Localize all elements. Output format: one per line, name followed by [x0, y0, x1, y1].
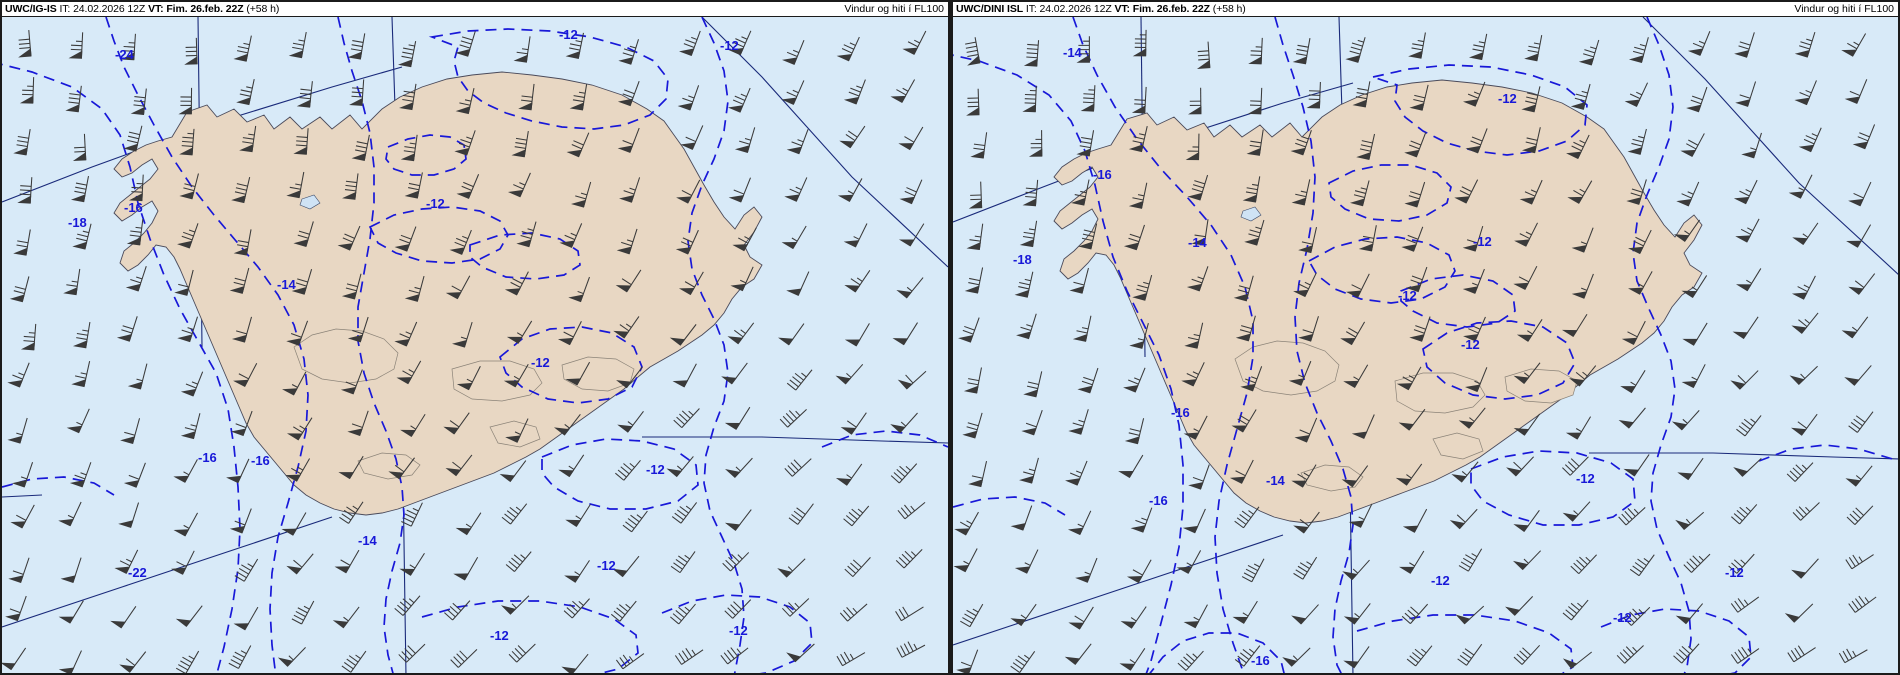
isotherm-label: -12	[1398, 288, 1417, 303]
isotherm-label: -12	[490, 628, 509, 643]
panel-header-text-left: UWC/IG-IS IT: 24.02.2026 12Z VT: Fim. 26…	[2, 3, 279, 15]
isotherm-labels-right: -14 -12 -16 -18 -14 -12 -12 -12 -16 -16 -14 -12 -12 -…	[1013, 45, 1744, 668]
isotherm-contours-right	[953, 17, 1898, 673]
vt-label-left: VT:	[148, 3, 164, 15]
isotherm-label: -12	[720, 38, 739, 53]
product-title-left: Vindur og hiti í FL100	[844, 3, 944, 15]
wind-barbs-left	[2, 29, 927, 673]
isotherm-label: -22	[128, 565, 147, 580]
iceland-landmass-left	[113, 71, 763, 516]
isotherm-label: -24	[115, 47, 135, 62]
isotherm-label: -12	[1613, 610, 1632, 625]
glacier-outlines-right	[1234, 206, 1578, 492]
isotherm-label: -14	[358, 533, 378, 548]
model-label-left: UWC/IG-IS	[5, 3, 57, 15]
isotherm-label: -14	[1063, 45, 1083, 60]
isotherm-label: -14	[1266, 473, 1286, 488]
weather-map-right: -14 -12 -16 -18 -14 -12 -12 -12 -16 -16 -14 -12 -12 -…	[953, 17, 1898, 673]
lead-time-left: (+58 h)	[246, 3, 280, 15]
isotherm-label: -12	[1498, 91, 1517, 106]
isotherm-label: -12	[531, 355, 550, 370]
weather-map-left: -24 -12 -12 -18 -16 -12 -14 -12 -16 -16 -12 -22 -14 -…	[2, 17, 948, 673]
isotherm-label: -16	[1171, 405, 1190, 420]
it-label-left: IT:	[59, 3, 71, 15]
map-viewport-left[interactable]: -24 -12 -12 -18 -16 -12 -14 -12 -16 -16 -12 -22 -14 -…	[2, 17, 948, 673]
vt-value-right: Fim. 26.feb. 22Z	[1132, 3, 1210, 15]
vt-value-left: Fim. 26.feb. 22Z	[166, 3, 244, 15]
wind-barbs-right	[953, 29, 1877, 673]
isotherm-label: -12	[1461, 337, 1480, 352]
isotherm-label: -16	[251, 453, 270, 468]
isotherm-label: -16	[1251, 653, 1270, 668]
isotherm-label: -12	[1473, 234, 1492, 249]
isotherm-label: -16	[1093, 167, 1112, 182]
panel-header-text-right: UWC/DINI ISL IT: 24.02.2026 12Z VT: Fim.…	[953, 3, 1246, 15]
glacier-outlines-left	[293, 194, 635, 480]
isotherm-label: -16	[198, 450, 217, 465]
isotherm-label: -12	[426, 196, 445, 211]
isotherm-label: -16	[1149, 493, 1168, 508]
isotherm-labels-left: -24 -12 -12 -18 -16 -12 -14 -12 -16 -16 -12 -22 -14 -…	[68, 27, 748, 643]
isotherm-label: -14	[277, 277, 297, 292]
isotherm-label: -14	[1188, 235, 1208, 250]
isotherm-label: -12	[1725, 565, 1744, 580]
vt-label-right: VT:	[1114, 3, 1131, 15]
panel-header-right: UWC/DINI ISL IT: 24.02.2026 12Z VT: Fim.…	[953, 2, 1898, 17]
isotherm-label: -12	[646, 462, 665, 477]
isotherm-label: -12	[1576, 471, 1595, 486]
isotherm-label: -12	[729, 623, 748, 638]
isotherm-label: -16	[124, 200, 143, 215]
isotherm-contours-left	[2, 17, 948, 673]
lead-time-right: (+58 h)	[1212, 3, 1246, 15]
panel-header-left: UWC/IG-IS IT: 24.02.2026 12Z VT: Fim. 26…	[2, 2, 948, 17]
isotherm-label: -12	[597, 558, 616, 573]
model-label-right: UWC/DINI ISL	[956, 3, 1024, 15]
product-title-right: Vindur og hiti í FL100	[1794, 3, 1894, 15]
it-value-right: 24.02.2026 12Z	[1039, 3, 1112, 15]
map-viewport-right[interactable]: -14 -12 -16 -18 -14 -12 -12 -12 -16 -16 -14 -12 -12 -…	[953, 17, 1898, 673]
forecast-panel-right: UWC/DINI ISL IT: 24.02.2026 12Z VT: Fim.…	[950, 0, 1900, 675]
isotherm-label: -18	[68, 215, 87, 230]
isotherm-label: -12	[1431, 573, 1450, 588]
it-value-left: 24.02.2026 12Z	[73, 3, 146, 15]
isotherm-label: -12	[559, 27, 578, 42]
forecast-panel-left: UWC/IG-IS IT: 24.02.2026 12Z VT: Fim. 26…	[0, 0, 950, 675]
it-label-right: IT:	[1025, 3, 1037, 15]
isotherm-label: -18	[1013, 252, 1032, 267]
